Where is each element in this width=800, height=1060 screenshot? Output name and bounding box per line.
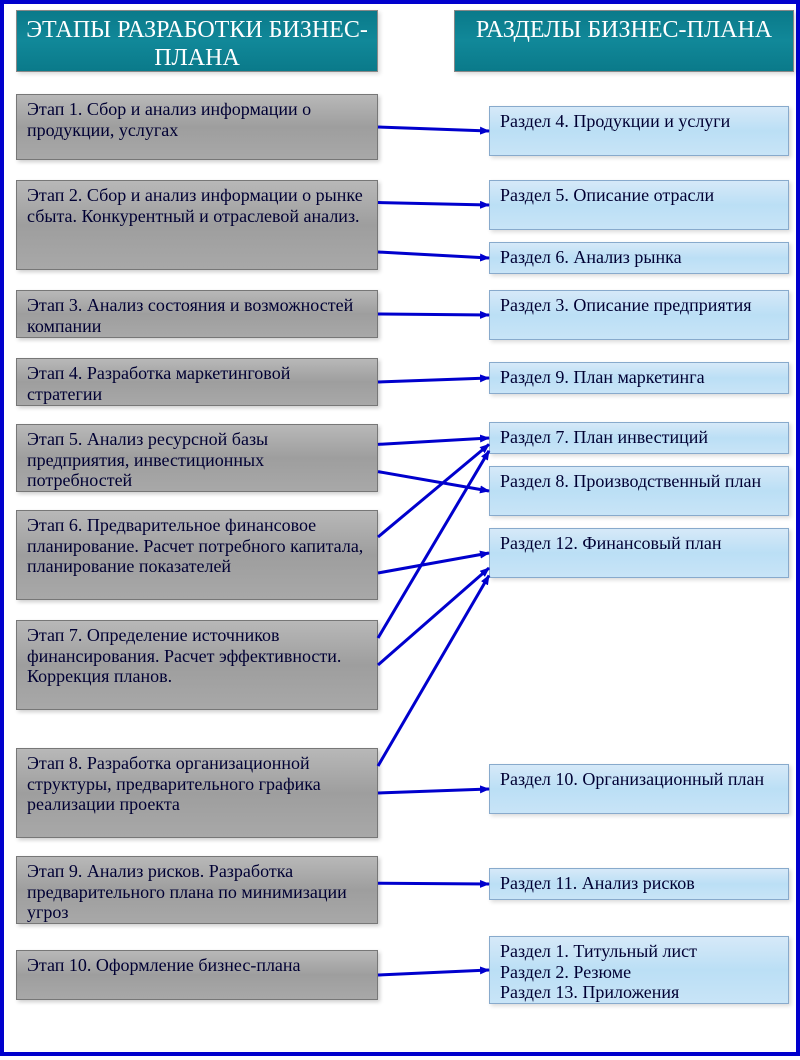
- section-box: Раздел 12. Финансовый план: [489, 528, 789, 578]
- arrow: [378, 203, 489, 206]
- stage-box: Этап 8. Разработка организационной струк…: [16, 748, 378, 838]
- stage-box: Этап 5. Анализ ресурсной базы предприяти…: [16, 424, 378, 492]
- section-box: Раздел 5. Описание отрасли: [489, 180, 789, 230]
- section-box: Раздел 8. Производственный план: [489, 466, 789, 516]
- arrow: [378, 378, 489, 382]
- arrow: [378, 472, 489, 491]
- section-box: Раздел 3. Описание предприятия: [489, 290, 789, 340]
- header-sections-text: РАЗДЕЛЫ БИЗНЕС-ПЛАНА: [476, 17, 772, 43]
- section-box: Раздел 10. Организационный план: [489, 764, 789, 814]
- stage-box: Этап 10. Оформление бизнес-плана: [16, 950, 378, 1000]
- arrow: [378, 553, 489, 573]
- section-box: Раздел 9. План маркетинга: [489, 362, 789, 394]
- diagram-container: ЭТАПЫ РАЗРАБОТКИ БИЗНЕС-ПЛАНА РАЗДЕЛЫ БИ…: [0, 0, 800, 1056]
- section-box: Раздел 11. Анализ рисков: [489, 868, 789, 900]
- arrow: [378, 127, 489, 131]
- stage-box: Этап 4. Разработка маркетинговой стратег…: [16, 358, 378, 406]
- stage-box: Этап 1. Сбор и анализ информации о проду…: [16, 94, 378, 160]
- arrow: [378, 789, 489, 793]
- arrow: [378, 438, 489, 444]
- arrow: [378, 451, 489, 638]
- stage-box: Этап 7. Определение источников финансиро…: [16, 620, 378, 710]
- arrow: [378, 883, 489, 884]
- stage-box: Этап 6. Предварительное финансовое плани…: [16, 510, 378, 600]
- arrow: [378, 970, 489, 975]
- section-box: Раздел 7. План инвестиций: [489, 422, 789, 454]
- stage-box: Этап 2. Сбор и анализ информации о рынке…: [16, 180, 378, 270]
- stage-box: Этап 9. Анализ рисков. Разработка предва…: [16, 856, 378, 924]
- arrow: [378, 444, 489, 537]
- arrow: [378, 576, 489, 767]
- section-box: Раздел 1. Титульный листРаздел 2. Резюме…: [489, 936, 789, 1004]
- header-sections: РАЗДЕЛЫ БИЗНЕС-ПЛАНА: [454, 10, 794, 72]
- header-stages: ЭТАПЫ РАЗРАБОТКИ БИЗНЕС-ПЛАНА: [16, 10, 378, 72]
- arrow: [378, 568, 489, 665]
- header-stages-text: ЭТАПЫ РАЗРАБОТКИ БИЗНЕС-ПЛАНА: [26, 17, 368, 71]
- arrow: [378, 252, 489, 258]
- section-box: Раздел 6. Анализ рынка: [489, 242, 789, 274]
- arrow: [378, 314, 489, 315]
- section-box: Раздел 4. Продукции и услуги: [489, 106, 789, 156]
- stage-box: Этап 3. Анализ состояния и возможностей …: [16, 290, 378, 338]
